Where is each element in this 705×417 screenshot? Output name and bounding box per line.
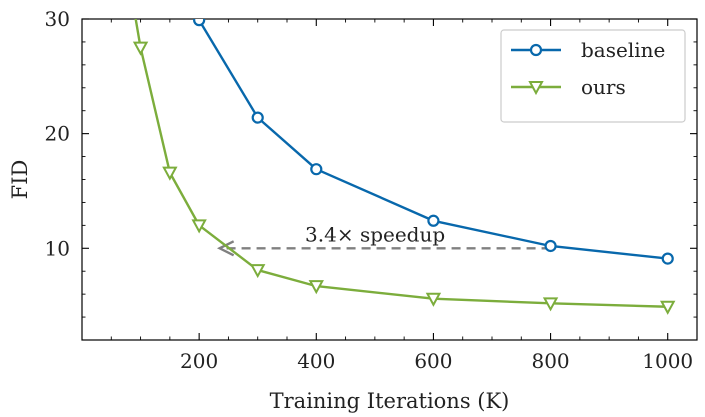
legend-label-ours: ours	[581, 75, 626, 99]
data-point-ours	[132, 41, 149, 56]
speedup-annotation: 3.4× speedup	[216, 222, 551, 257]
series-baseline	[193, 19, 674, 265]
data-point-ours	[162, 166, 178, 181]
y-tick-label: 20	[45, 122, 70, 146]
legend-item-baseline: baseline	[511, 38, 665, 62]
x-tick-label: 400	[297, 349, 335, 373]
data-point-baseline	[310, 163, 323, 176]
legend-marker-baseline	[529, 43, 543, 57]
legend-marker-ours	[528, 81, 544, 96]
data-point-baseline	[544, 239, 557, 253]
legend-item-ours: ours	[511, 75, 626, 99]
data-point-ours	[250, 264, 266, 279]
y-axis-label: FID	[8, 160, 32, 200]
data-point-baseline	[251, 111, 264, 124]
data-point-baseline	[661, 252, 674, 265]
x-tick-label: 1000	[642, 349, 693, 373]
y-tick-label: 10	[45, 236, 70, 260]
legend: baseline ours	[500, 29, 686, 123]
data-point-ours	[308, 280, 324, 295]
speedup-arrow-head	[216, 240, 235, 257]
speedup-label: 3.4× speedup	[305, 222, 445, 246]
data-point-ours	[542, 297, 559, 312]
data-point-ours	[425, 292, 442, 307]
data-point-ours	[191, 219, 207, 234]
x-axis-label: Training Iterations (K)	[270, 389, 510, 413]
series-ours	[132, 19, 676, 315]
x-tick-label: 800	[531, 349, 569, 373]
data-point-baseline	[193, 19, 206, 27]
x-tick-label: 600	[414, 349, 452, 373]
data-point-ours	[660, 300, 676, 315]
legend-label-baseline: baseline	[581, 38, 665, 62]
series-line-baseline	[198, 19, 668, 260]
data-point-baseline	[427, 214, 440, 227]
y-tick-label: 30	[45, 7, 70, 31]
plot-series	[132, 19, 676, 315]
legend-box	[500, 29, 686, 123]
x-tick-label: 200	[180, 349, 218, 373]
